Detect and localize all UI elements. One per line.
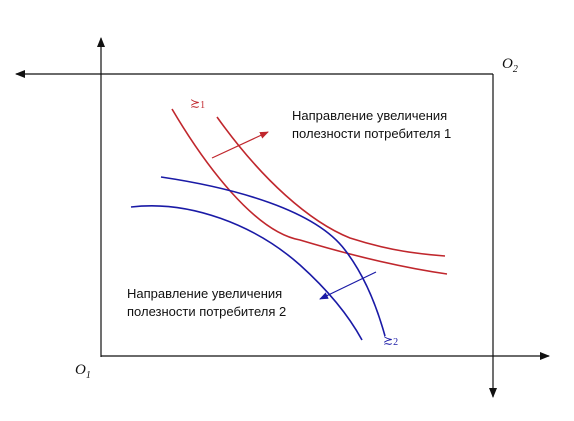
consumer2-indifference-curve-2 [160, 176, 386, 337]
origin-o1-label: O1 [75, 362, 91, 381]
origin-o2-label: O2 [502, 56, 518, 75]
consumer2-direction-text-line2: полезности потребителя 2 [127, 304, 286, 319]
consumer2-preference-label: ≿2 [383, 333, 398, 348]
consumer1-direction-text-line2: полезности потребителя 1 [292, 126, 451, 141]
consumer2-indifference-curve-1 [130, 205, 363, 341]
consumer1-indifference-curve-2 [216, 116, 446, 257]
consumer1-direction-arrow [211, 131, 269, 159]
consumer1-preference-label: ≿1 [190, 96, 205, 111]
consumer2-direction-arrow [319, 271, 377, 300]
consumer2-direction-text-line1: Направление увеличения [127, 286, 282, 301]
consumer1-indifference-curve-1 [171, 108, 448, 275]
consumer1-direction-text-line1: Направление увеличения [292, 108, 447, 123]
